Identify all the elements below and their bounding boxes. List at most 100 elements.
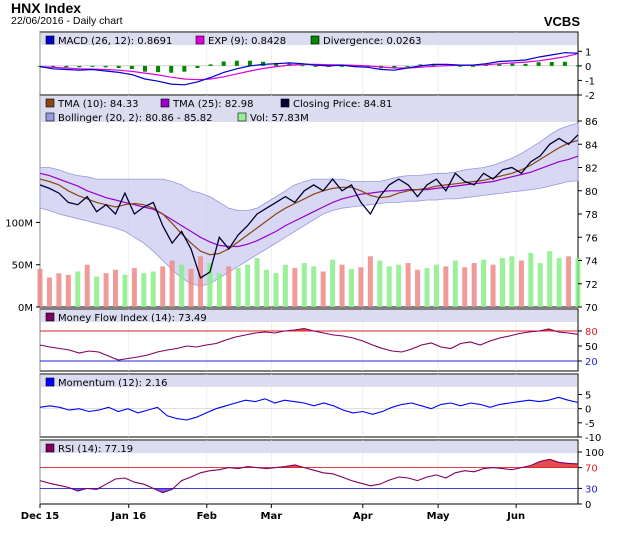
mfi-y-tick-label: 20: [585, 357, 598, 368]
mfi-legend-bg: [41, 310, 577, 322]
divergence-bar: [274, 62, 279, 66]
volume-bar: [396, 264, 402, 307]
volume-bar: [131, 268, 137, 307]
volume-bar: [415, 269, 421, 307]
price-y-tick-label: 78: [585, 210, 598, 221]
volume-bar: [245, 264, 251, 307]
divergence-bar: [103, 65, 108, 68]
price-y-tick-label: 86: [585, 117, 598, 128]
legend-swatch: [45, 112, 55, 122]
volume-bar: [452, 260, 458, 307]
legend-label: TMA (25): 82.98: [172, 99, 253, 110]
price-y-tick-label: 76: [585, 233, 598, 244]
volume-bar: [405, 263, 411, 307]
legend-label: MACD (26, 12): 0.8691: [58, 36, 172, 47]
legend-swatch: [237, 112, 247, 122]
volume-bar: [518, 260, 524, 307]
volume-bar: [282, 264, 288, 307]
divergence-bar: [208, 64, 213, 66]
x-axis-tick-label: Dec 15: [21, 511, 59, 522]
divergence-bar: [247, 60, 252, 66]
brand-label: VCBS: [543, 14, 580, 29]
rsi-y-tick-label: 70: [585, 464, 598, 475]
mfi-line: [39, 327, 579, 361]
volume-bar: [226, 266, 232, 307]
volume-bar: [311, 266, 317, 307]
macd-y-tick-label: -2: [585, 91, 595, 102]
legend-swatch: [45, 98, 55, 108]
divergence-bar: [497, 63, 502, 66]
divergence-bar: [313, 65, 318, 67]
legend-swatch: [195, 35, 205, 45]
divergence-bar: [156, 65, 161, 73]
rsi-line: [39, 458, 579, 494]
volume-bar: [207, 263, 213, 307]
divergence-bar: [405, 65, 410, 67]
volume-bar: [377, 260, 383, 307]
x-axis-tick-label: May: [427, 511, 450, 522]
x-axis-tick-label: Jan 16: [110, 511, 146, 522]
volume-bar: [197, 256, 203, 307]
legend-swatch: [45, 312, 55, 322]
divergence-bar: [418, 64, 423, 66]
legend-label: EXP (9): 0.8428: [208, 36, 286, 47]
price-legend-bg: [41, 96, 577, 122]
volume-bar: [499, 257, 505, 307]
volume-bar: [528, 252, 534, 307]
legend-swatch: [45, 377, 55, 387]
volume-bar: [330, 259, 336, 307]
volume-bar: [481, 259, 487, 307]
volume-bar: [160, 266, 166, 307]
volume-bar: [301, 263, 307, 307]
volume-bar: [273, 273, 279, 307]
divergence-bar: [562, 61, 567, 66]
volume-bar: [348, 268, 354, 307]
volume-bar: [56, 273, 62, 307]
rsi-y-tick-label: 0: [585, 500, 591, 511]
volume-bar: [254, 257, 260, 307]
divergence-bar: [523, 63, 528, 66]
volume-bar: [179, 264, 185, 307]
momentum-y-tick-label: -5: [585, 419, 595, 430]
divergence-bar: [77, 65, 82, 68]
price-y-tick-label: 82: [585, 164, 598, 175]
divergence-bar: [182, 65, 187, 72]
rsi-y-tick-label: 30: [585, 484, 598, 495]
legend-swatch: [45, 35, 55, 45]
legend-label: Vol: 57.83M: [250, 113, 309, 124]
volume-bar: [37, 268, 43, 307]
legend-swatch: [310, 35, 320, 45]
legend-swatch: [160, 98, 170, 108]
momentum-y-tick-label: -10: [585, 433, 601, 444]
volume-bar: [320, 271, 326, 307]
volume-bar: [443, 266, 449, 307]
volume-bar: [292, 268, 298, 307]
chart-subtitle: 22/06/2016 - Daily chart: [11, 15, 123, 27]
volume-y-tick-label: 100M: [5, 218, 33, 229]
volume-bar: [94, 276, 100, 307]
volume-bar: [556, 257, 562, 307]
volume-bar: [75, 271, 81, 307]
volume-bar: [490, 264, 496, 307]
divergence-bar: [116, 65, 121, 69]
legend-label: Divergence: 0.0263: [323, 36, 422, 47]
volume-bar: [65, 274, 71, 307]
divergence-bar: [392, 65, 397, 69]
divergence-bar: [484, 64, 489, 66]
macd-y-tick-label: 1: [585, 47, 591, 58]
rsi-y-tick-label: 100: [585, 448, 604, 459]
x-axis-tick-label: Feb: [197, 511, 217, 522]
legend-label: RSI (14): 77.19: [58, 444, 133, 455]
divergence-bar: [536, 62, 541, 66]
divergence-bar: [510, 63, 515, 66]
volume-y-tick-label: 0M: [18, 303, 33, 314]
volume-bar: [141, 273, 147, 307]
price-y-tick-label: 70: [585, 303, 598, 314]
momentum-legend-bg: [41, 375, 577, 387]
divergence-bar: [195, 65, 200, 69]
divergence-bar: [142, 65, 147, 72]
volume-bar: [424, 268, 430, 307]
volume-bar: [575, 258, 581, 307]
volume-bar: [122, 274, 128, 307]
divergence-bar: [471, 65, 476, 67]
